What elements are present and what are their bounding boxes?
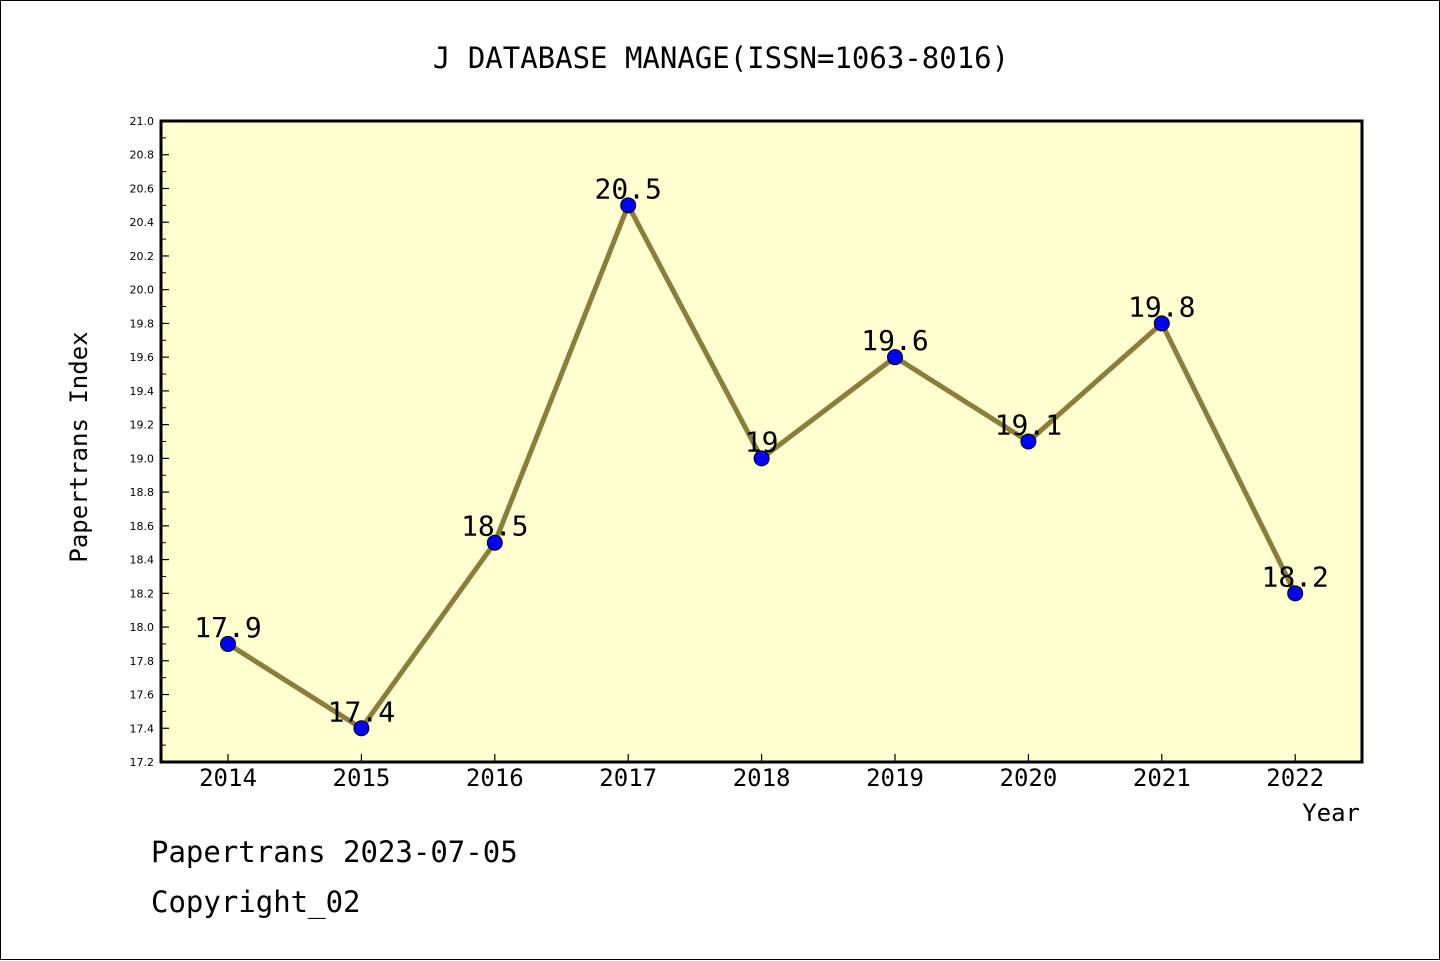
y-tick-label: 17.4 — [130, 722, 155, 735]
x-axis-label: Year — [1302, 799, 1360, 827]
x-axis: 2014 2015 2016 2017 2018 2019 2020 2021 2022 — [199, 754, 1324, 792]
x-tick-label: 2021 — [1133, 764, 1191, 792]
y-axis: 17.2 17.4 17.6 17.8 18.0 18.2 18.4 18.6 18.8 19.0… — [130, 115, 169, 769]
x-tick-label: 2020 — [1000, 764, 1058, 792]
data-point — [220, 635, 236, 652]
data-label: 18.5 — [461, 510, 528, 543]
y-tick-label: 19.0 — [130, 452, 155, 465]
y-tick-label: 20.6 — [130, 182, 155, 195]
data-label: 20.5 — [594, 172, 661, 205]
y-tick-label: 20.4 — [130, 216, 155, 229]
x-tick-label: 2017 — [599, 764, 657, 792]
data-label: 17.9 — [194, 611, 261, 644]
data-point — [353, 720, 370, 737]
y-tick-label: 20.8 — [130, 149, 155, 162]
x-tick-label: 2019 — [866, 764, 924, 792]
data-label: 17.4 — [328, 695, 395, 728]
y-tick-label: 21.0 — [130, 115, 155, 128]
data-point — [620, 197, 637, 214]
footer-date: Papertrans 2023-07-05 — [151, 835, 518, 869]
y-tick-label: 17.2 — [130, 756, 155, 769]
data-labels-group: 17.9 17.4 18.5 20.5 19 19.6 19.1 19.8 18.2 — [194, 172, 1329, 728]
y-tick-label: 20.0 — [130, 284, 155, 297]
data-label: 19 — [745, 425, 779, 458]
y-tick-label: 20.2 — [130, 250, 155, 263]
data-label: 19.6 — [861, 324, 928, 357]
data-label: 19.8 — [1128, 290, 1195, 323]
data-point — [887, 349, 903, 366]
markers-group — [220, 197, 1304, 737]
y-tick-label: 17.8 — [130, 655, 155, 668]
data-point — [1287, 585, 1304, 602]
plot-area — [159, 119, 1364, 764]
y-tick-label: 17.6 — [130, 689, 155, 702]
data-label: 19.1 — [995, 409, 1062, 442]
footer-copyright: Copyright_02 — [151, 885, 361, 919]
data-label: 18.2 — [1261, 560, 1328, 593]
y-tick-label: 19.8 — [130, 317, 155, 330]
y-tick-label: 18.6 — [130, 520, 155, 533]
x-tick-label: 2022 — [1266, 764, 1324, 792]
data-point — [486, 534, 503, 551]
chart-title: J DATABASE MANAGE(ISSN=1063-8016) — [433, 41, 1009, 75]
y-tick-label: 18.4 — [130, 554, 155, 567]
data-point — [1153, 315, 1170, 332]
y-tick-label: 19.2 — [130, 419, 155, 432]
y-tick-label: 18.2 — [130, 587, 155, 600]
y-tick-label: 18.8 — [130, 486, 155, 499]
x-tick-label: 2018 — [733, 764, 791, 792]
y-tick-label: 19.6 — [130, 351, 155, 364]
y-axis-label: Papertrans Index — [65, 331, 93, 562]
y-tick-label: 18.0 — [130, 621, 155, 634]
data-point — [753, 450, 770, 467]
y-tick-label: 19.4 — [130, 385, 155, 398]
data-point — [1020, 433, 1037, 450]
x-tick-label: 2015 — [333, 764, 391, 792]
x-tick-label: 2016 — [466, 764, 524, 792]
x-tick-label: 2014 — [199, 764, 257, 792]
